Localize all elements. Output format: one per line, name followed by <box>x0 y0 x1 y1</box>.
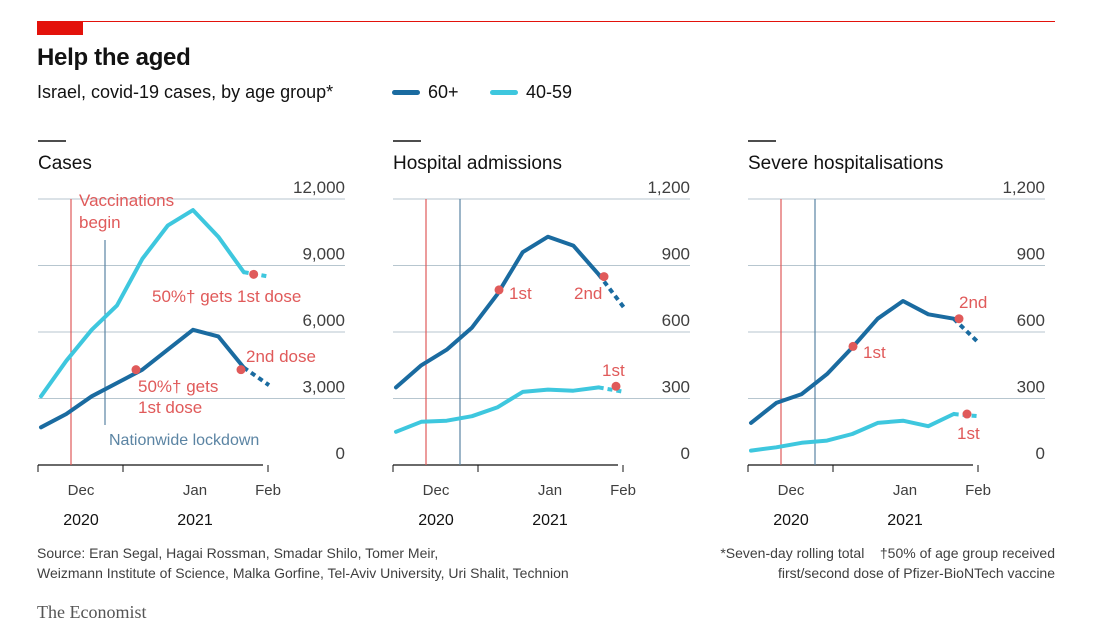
legend-label-40-59: 40-59 <box>526 82 573 102</box>
dose1-60plus-dot <box>494 285 504 295</box>
series-line-40-59 <box>39 208 246 399</box>
y-tick-label: 1,200 <box>647 178 690 197</box>
dose2-60plus-dot <box>599 272 609 282</box>
x-month-label: Feb <box>610 482 636 499</box>
dose2-60plus-label: 2nd <box>574 284 602 303</box>
legend-label-60plus: 60+ <box>428 82 459 102</box>
x-year-label: 2021 <box>177 512 213 529</box>
x-month-label: Jan <box>538 482 562 499</box>
lockdown-label: Nationwide lockdown <box>109 432 259 449</box>
series-line-dashed-60plus <box>952 317 981 345</box>
series-line-60plus <box>39 327 246 430</box>
x-year-label: 2020 <box>773 512 809 529</box>
footnote-rolling: *Seven-day rolling total <box>720 545 865 561</box>
footnote-line-1: *Seven-day rolling total †50% of age gro… <box>720 543 1055 563</box>
dose1-40-59-dot <box>611 381 621 391</box>
x-month-label: Feb <box>255 482 281 499</box>
panel-title: Cases <box>38 153 92 174</box>
y-tick-label: 900 <box>662 245 690 264</box>
y-tick-label: 1,200 <box>1002 178 1045 197</box>
footnotes: *Seven-day rolling total †50% of age gro… <box>720 543 1055 583</box>
series-line-dashed-40-59 <box>598 385 625 394</box>
x-year-label: 2021 <box>887 512 923 529</box>
dose2-60plus-dot <box>954 314 964 324</box>
y-tick-label: 9,000 <box>302 245 345 264</box>
series-line-60plus <box>394 234 601 390</box>
y-tick-label: 900 <box>1017 245 1045 264</box>
legend-item-40-59: 40-59 <box>490 82 572 103</box>
chart-subtitle: Israel, covid-19 cases, by age group* <box>37 82 334 102</box>
x-year-label: 2020 <box>418 512 454 529</box>
brand-red-tab <box>37 21 83 35</box>
dose1-40-59-label: 50%† gets 1st dose <box>152 287 301 306</box>
y-tick-label: 0 <box>1036 444 1045 463</box>
dose1-60plus-label-line2: 1st dose <box>138 398 202 417</box>
footnote-line-2: first/second dose of Pfizer-BioNTech vac… <box>777 565 1055 581</box>
x-year-label: 2021 <box>532 512 568 529</box>
source-line-2: Weizmann Institute of Science, Malka Gor… <box>37 565 569 581</box>
legend-swatch-60plus <box>392 90 420 95</box>
panel-title: Hospital admissions <box>393 153 562 174</box>
dose1-40-59-dot <box>962 409 972 419</box>
x-month-label: Jan <box>893 482 917 499</box>
dose2-60plus-label: 2nd dose <box>246 347 316 366</box>
brand-logo-text: The Economist <box>37 602 147 622</box>
x-month-label: Dec <box>68 482 95 499</box>
y-tick-label: 600 <box>662 311 690 330</box>
legend-swatch-40-59 <box>490 90 518 95</box>
y-tick-label: 300 <box>1017 378 1045 397</box>
dose1-40-59-dot <box>249 269 259 279</box>
dose1-60plus-dot <box>131 365 141 375</box>
series-line-40-59 <box>394 385 601 434</box>
source-note: Source: Eran Segal, Hagai Rossman, Smada… <box>37 543 569 583</box>
footnote-dose: †50% of age group received <box>879 545 1055 561</box>
y-tick-label: 0 <box>336 444 345 463</box>
panel-title: Severe hospitalisations <box>748 153 943 174</box>
dose1-40-59-label: 1st <box>602 361 625 380</box>
y-tick-label: 3,000 <box>302 378 345 397</box>
dose1-60plus-label: 1st <box>863 343 886 362</box>
dose1-60plus-dot <box>848 341 858 351</box>
series-line-dashed-60plus <box>597 273 626 309</box>
source-line-1: Source: Eran Segal, Hagai Rossman, Smada… <box>37 545 439 561</box>
top-rule <box>37 21 1055 22</box>
chart-title: Help the aged <box>37 44 191 71</box>
dose1-60plus-label: 1st <box>509 284 532 303</box>
x-year-label: 2020 <box>63 512 99 529</box>
x-month-label: Feb <box>965 482 991 499</box>
vaccinations-label-line1: Vaccinations <box>79 191 174 210</box>
dose2-60plus-label: 2nd <box>959 293 987 312</box>
dose2-60plus-dot <box>236 365 246 375</box>
y-tick-label: 12,000 <box>293 178 345 197</box>
y-tick-label: 0 <box>681 444 690 463</box>
y-tick-label: 600 <box>1017 311 1045 330</box>
dose1-60plus-label-line1: 50%† gets <box>138 377 218 396</box>
legend-item-60plus: 60+ <box>392 82 459 103</box>
vaccinations-label-line2: begin <box>79 213 121 232</box>
y-tick-label: 300 <box>662 378 690 397</box>
series-line-dashed-60plus <box>242 365 271 387</box>
x-month-label: Jan <box>183 482 207 499</box>
dose1-40-59-label: 1st <box>957 424 980 443</box>
x-month-label: Dec <box>778 482 805 499</box>
y-tick-label: 6,000 <box>302 311 345 330</box>
x-month-label: Dec <box>423 482 450 499</box>
series-line-40-59 <box>749 412 956 453</box>
